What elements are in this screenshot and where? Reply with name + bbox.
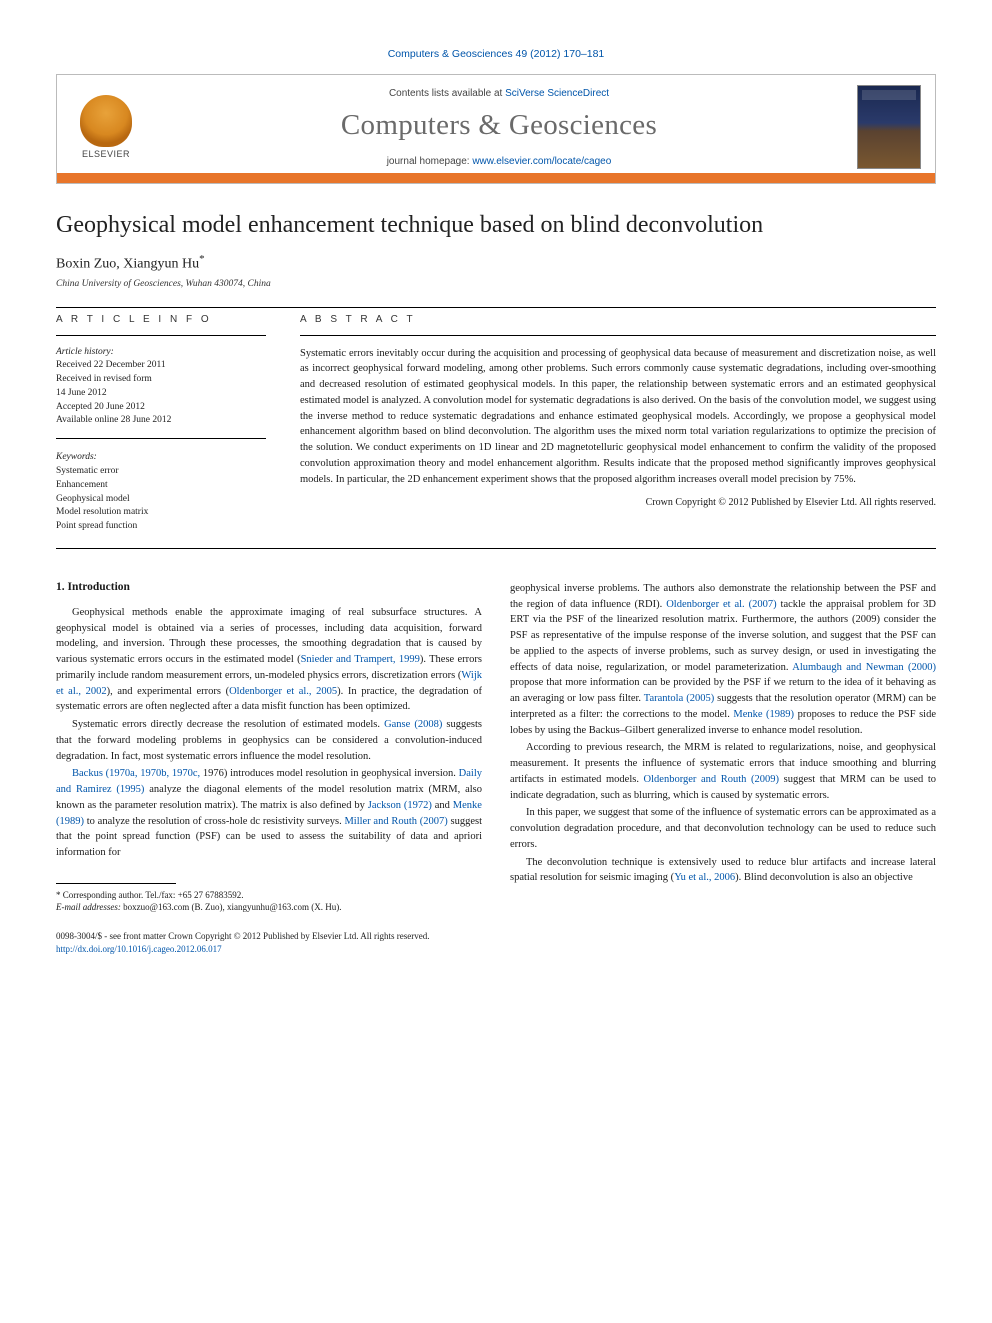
homepage-prefix: journal homepage: <box>387 156 473 167</box>
page-root: Computers & Geosciences 49 (2012) 170–18… <box>0 0 992 1003</box>
paragraph: In this paper, we suggest that some of t… <box>510 805 936 852</box>
top-citation: Computers & Geosciences 49 (2012) 170–18… <box>56 48 936 60</box>
footnotes: * Corresponding author. Tel./fax: +65 27… <box>56 889 482 914</box>
publisher-logo[interactable]: ELSEVIER <box>71 87 141 167</box>
contents-prefix: Contents lists available at <box>389 88 505 99</box>
paragraph: Geophysical methods enable the approxima… <box>56 605 482 715</box>
info-divider-2 <box>56 438 266 439</box>
history-line: Accepted 20 June 2012 <box>56 401 266 415</box>
left-column: 1. Introduction Geophysical methods enab… <box>56 581 482 914</box>
doi-link[interactable]: http://dx.doi.org/10.1016/j.cageo.2012.0… <box>56 944 222 954</box>
author-names: Boxin Zuo, Xiangyun Hu <box>56 257 199 272</box>
accent-bar <box>57 173 935 183</box>
info-divider-1 <box>56 335 266 336</box>
paragraph: geophysical inverse problems. The author… <box>510 581 936 739</box>
citation-link[interactable]: Jackson (1972) <box>368 800 432 811</box>
paragraph: Backus (1970a, 1970b, 1970c, 1976) intro… <box>56 766 482 861</box>
homepage-link[interactable]: www.elsevier.com/locate/cageo <box>472 156 611 167</box>
header-top-row: ELSEVIER Contents lists available at Sci… <box>57 75 935 173</box>
citation-link[interactable]: Ganse (2008) <box>384 719 442 730</box>
journal-cover-thumb[interactable] <box>857 85 921 169</box>
footnote-separator <box>56 883 176 884</box>
email-addresses: boxzuo@163.com (B. Zuo), xiangyunhu@163.… <box>121 902 342 912</box>
history-line: Received in revised form <box>56 373 266 387</box>
email-line: E-mail addresses: boxzuo@163.com (B. Zuo… <box>56 901 482 914</box>
citation-link[interactable]: Menke (1989) <box>733 709 794 720</box>
article-history-block: Article history: Received 22 December 20… <box>56 340 266 534</box>
keyword: Geophysical model <box>56 493 266 507</box>
footer-copyright: 0098-3004/$ - see front matter Crown Cop… <box>56 930 936 943</box>
divider-top <box>56 307 936 308</box>
contents-lists-line: Contents lists available at SciVerse Sci… <box>141 88 857 99</box>
page-footer: 0098-3004/$ - see front matter Crown Cop… <box>56 930 936 955</box>
keyword: Enhancement <box>56 479 266 493</box>
history-line: Received 22 December 2011 <box>56 359 266 373</box>
journal-header: ELSEVIER Contents lists available at Sci… <box>56 74 936 184</box>
citation-link[interactable]: Alumbaugh and Newman (2000) <box>792 662 936 673</box>
elsevier-tree-icon <box>80 95 132 147</box>
abstract-label: A B S T R A C T <box>300 314 936 325</box>
citation-link[interactable]: Tarantola (2005) <box>644 693 714 704</box>
divider-bottom <box>56 548 936 549</box>
sciencedirect-link[interactable]: SciVerse ScienceDirect <box>505 88 609 99</box>
body-columns: 1. Introduction Geophysical methods enab… <box>56 581 936 914</box>
abstract-column: A B S T R A C T Systematic errors inevit… <box>300 314 936 534</box>
abstract-copyright: Crown Copyright © 2012 Published by Else… <box>300 497 936 508</box>
publisher-name: ELSEVIER <box>82 149 130 159</box>
journal-title: Computers & Geosciences <box>141 109 857 142</box>
abstract-divider <box>300 335 936 336</box>
history-line: Available online 28 June 2012 <box>56 414 266 428</box>
citation-link[interactable]: Snieder and Trampert, 1999 <box>301 654 420 665</box>
citation-link[interactable]: Yu et al., 2006 <box>674 872 735 883</box>
corresponding-author-note: * Corresponding author. Tel./fax: +65 27… <box>56 889 482 902</box>
author-line: Boxin Zuo, Xiangyun Hu* <box>56 253 936 273</box>
email-label: E-mail addresses: <box>56 902 121 912</box>
article-title: Geophysical model enhancement technique … <box>56 212 936 239</box>
paragraph: According to previous research, the MRM … <box>510 740 936 803</box>
info-abstract-row: A R T I C L E I N F O Article history: R… <box>56 314 936 534</box>
article-info-label: A R T I C L E I N F O <box>56 314 266 325</box>
body-text-right: geophysical inverse problems. The author… <box>510 581 936 886</box>
article-info-column: A R T I C L E I N F O Article history: R… <box>56 314 266 534</box>
keyword: Systematic error <box>56 465 266 479</box>
citation-link[interactable]: Oldenborger et al., 2005 <box>229 686 337 697</box>
keyword: Point spread function <box>56 520 266 534</box>
corresponding-mark: * <box>199 253 205 265</box>
abstract-text: Systematic errors inevitably occur durin… <box>300 340 936 488</box>
history-line: 14 June 2012 <box>56 387 266 401</box>
citation-link[interactable]: Miller and Routh (2007) <box>344 816 447 827</box>
citation-link[interactable]: Oldenborger and Routh (2009) <box>644 774 779 785</box>
paragraph: The deconvolution technique is extensive… <box>510 855 936 887</box>
keywords-head: Keywords: <box>56 451 266 465</box>
history-head: Article history: <box>56 346 266 360</box>
keyword: Model resolution matrix <box>56 506 266 520</box>
body-text-left: Geophysical methods enable the approxima… <box>56 605 482 861</box>
citation-link[interactable]: Oldenborger et al. (2007) <box>666 599 776 610</box>
right-column: geophysical inverse problems. The author… <box>510 581 936 914</box>
citation-link[interactable]: Backus (1970a, 1970b, 1970c, <box>72 768 200 779</box>
affiliation: China University of Geosciences, Wuhan 4… <box>56 279 936 289</box>
homepage-line: journal homepage: www.elsevier.com/locat… <box>141 156 857 167</box>
section-heading-intro: 1. Introduction <box>56 581 482 593</box>
header-center: Contents lists available at SciVerse Sci… <box>141 88 857 167</box>
paragraph: Systematic errors directly decrease the … <box>56 717 482 764</box>
